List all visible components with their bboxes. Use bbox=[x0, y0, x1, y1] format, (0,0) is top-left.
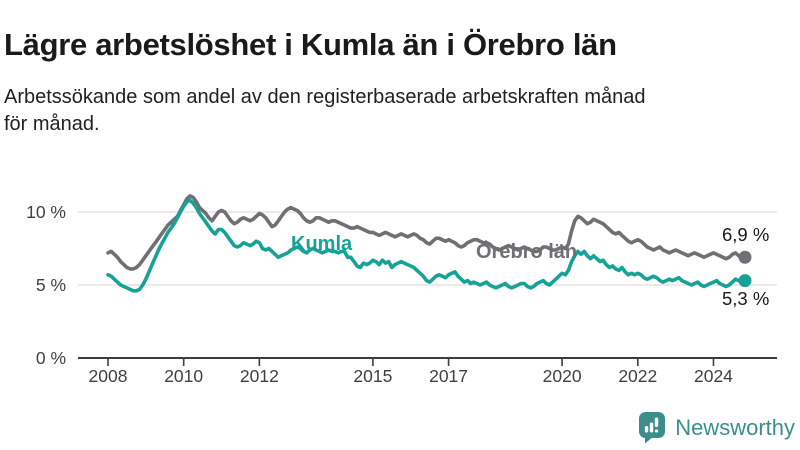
x-tick-label-2012: 2012 bbox=[240, 366, 279, 386]
y-tick-label-5: 5 % bbox=[36, 275, 66, 295]
subtitle-line-1: Arbetssökande som andel av den registerb… bbox=[4, 86, 646, 108]
y-tick-label-10: 10 % bbox=[26, 202, 66, 222]
series-line-orebro-lan bbox=[106, 194, 747, 271]
series-end-dot-kumla bbox=[738, 274, 752, 288]
subtitle-line-2: för månad. bbox=[4, 113, 100, 135]
x-tick-label-2015: 2015 bbox=[353, 366, 392, 386]
series-end-dot-orebro-lan bbox=[738, 250, 752, 264]
x-tick-label-2010: 2010 bbox=[164, 366, 203, 386]
x-tick-label-2008: 2008 bbox=[89, 366, 128, 386]
newsworthy-logo-icon bbox=[639, 412, 666, 444]
y-tick-label-0: 0 % bbox=[36, 348, 66, 368]
x-tick-label-2017: 2017 bbox=[429, 366, 468, 386]
series-label-kumla: Kumla bbox=[291, 233, 353, 255]
series-end-value-kumla: 5,3 % bbox=[722, 288, 769, 309]
series-line-kumla bbox=[106, 198, 747, 293]
page-title: Lägre arbetslöshet i Kumla än i Örebro l… bbox=[4, 26, 617, 62]
newsworthy-wordmark: Newsworthy bbox=[675, 414, 795, 440]
x-tick-label-2020: 2020 bbox=[543, 366, 582, 386]
series-label-orebro-lan: Örebro län bbox=[476, 240, 577, 263]
series-end-value-orebro-lan: 6,9 % bbox=[722, 224, 769, 245]
x-tick-label-2024: 2024 bbox=[694, 366, 733, 386]
chart-subtitle: Arbetssökande som andel av den registerb… bbox=[4, 84, 796, 138]
newsworthy-branding: Newsworthy bbox=[638, 411, 795, 444]
x-tick-label-2022: 2022 bbox=[618, 366, 657, 386]
